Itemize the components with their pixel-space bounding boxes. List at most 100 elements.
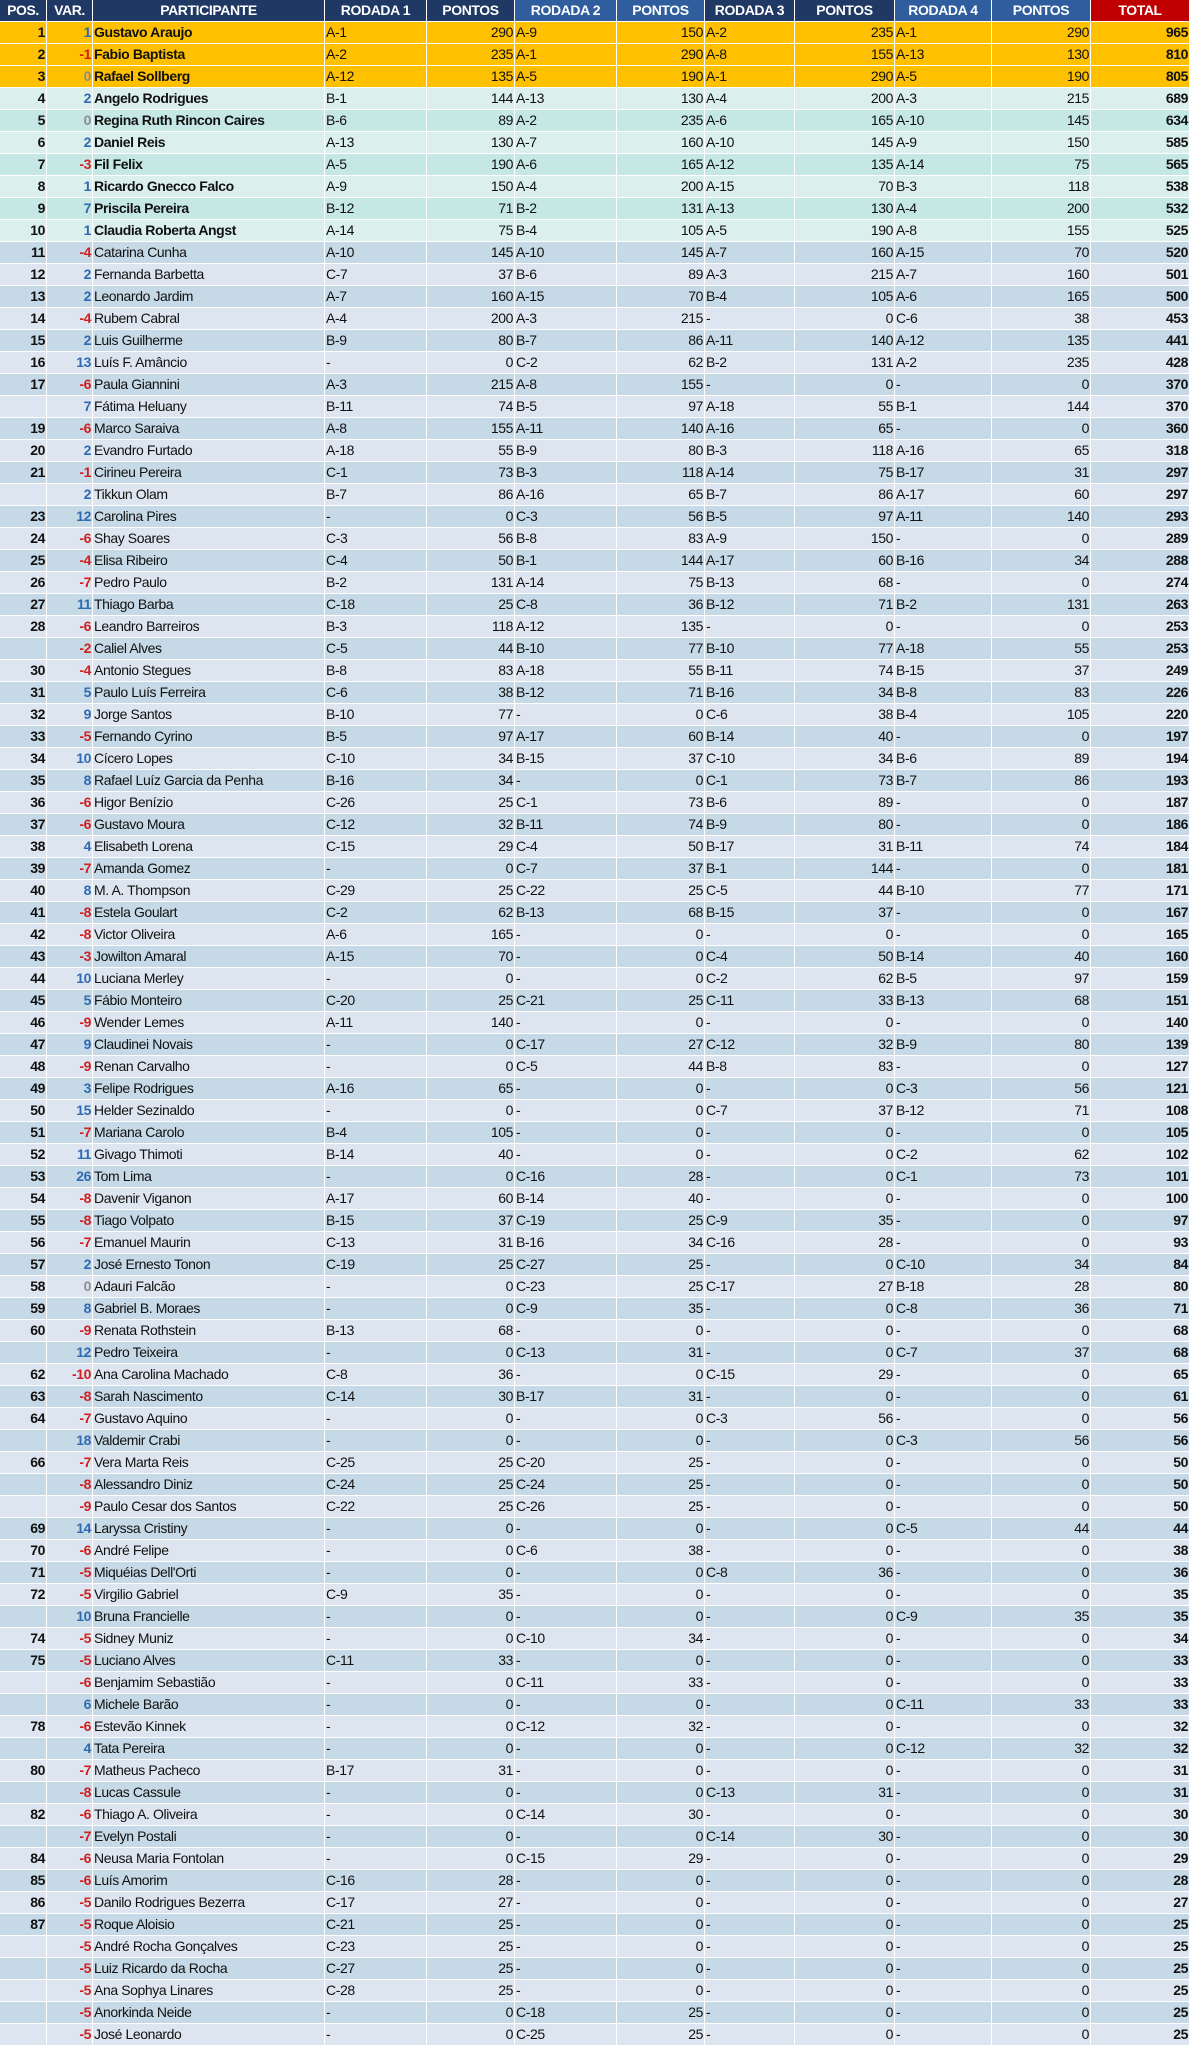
cell-var: 4 [47,836,93,858]
cell-points-4: 40 [992,946,1091,968]
cell-var: 0 [47,110,93,132]
cell-pos [0,1826,47,1848]
cell-round-3: - [705,1892,795,1914]
cell-round-1: A-5 [325,154,427,176]
cell-var: -7 [47,1760,93,1782]
cell-points-3: 0 [795,1892,895,1914]
cell-round-3: A-7 [705,242,795,264]
cell-round-2: C-13 [515,1342,617,1364]
cell-points-4: 83 [992,682,1091,704]
cell-points-4: 0 [992,1980,1091,2002]
cell-points-3: 65 [795,418,895,440]
cell-round-2: - [515,1958,617,1980]
cell-points-4: 0 [992,1188,1091,1210]
cell-points-1: 34 [427,770,515,792]
cell-points-1: 60 [427,1188,515,1210]
cell-points-2: 38 [617,1540,705,1562]
cell-points-2: 80 [617,440,705,462]
cell-round-4: - [895,858,992,880]
cell-round-1: A-16 [325,1078,427,1100]
cell-round-3: - [705,1760,795,1782]
cell-total: 428 [1091,352,1190,374]
header-round-2: RODADA 2 [515,0,617,22]
cell-round-4: A-2 [895,352,992,374]
cell-points-1: 70 [427,946,515,968]
cell-points-2: 36 [617,594,705,616]
cell-points-1: 0 [427,1628,515,1650]
cell-round-1: A-15 [325,946,427,968]
cell-points-4: 0 [992,1826,1091,1848]
cell-round-4: - [895,792,992,814]
cell-total: 100 [1091,1188,1190,1210]
cell-points-1: 83 [427,660,515,682]
cell-var: 6 [47,1694,93,1716]
cell-round-4: C-1 [895,1166,992,1188]
cell-participant: Thiago Barba [93,594,325,616]
cell-total: 289 [1091,528,1190,550]
cell-total: 29 [1091,1848,1190,1870]
cell-points-4: 0 [992,1716,1091,1738]
cell-participant: Amanda Gomez [93,858,325,880]
cell-points-1: 140 [427,1012,515,1034]
cell-points-3: 0 [795,1144,895,1166]
cell-total: 50 [1091,1496,1190,1518]
cell-points-4: 37 [992,1342,1091,1364]
cell-points-1: 155 [427,418,515,440]
cell-points-2: 65 [617,484,705,506]
cell-points-3: 0 [795,1166,895,1188]
cell-round-1: A-4 [325,308,427,330]
cell-points-3: 215 [795,264,895,286]
cell-round-3: - [705,1738,795,1760]
cell-points-3: 37 [795,1100,895,1122]
cell-round-3: - [705,1936,795,1958]
cell-points-2: 27 [617,1034,705,1056]
cell-round-3: C-15 [705,1364,795,1386]
cell-var: -3 [47,154,93,176]
cell-points-2: 0 [617,1958,705,1980]
cell-points-4: 37 [992,660,1091,682]
cell-participant: Carolina Pires [93,506,325,528]
cell-points-4: 0 [992,1804,1091,1826]
cell-var: 0 [47,66,93,88]
cell-points-2: 190 [617,66,705,88]
cell-participant: Givago Thimoti [93,1144,325,1166]
cell-pos: 32 [0,704,47,726]
cell-total: 28 [1091,1870,1190,1892]
cell-points-4: 0 [992,792,1091,814]
cell-points-3: 144 [795,858,895,880]
cell-round-4: A-12 [895,330,992,352]
cell-total: 56 [1091,1430,1190,1452]
cell-points-1: 0 [427,1166,515,1188]
cell-points-1: 0 [427,1826,515,1848]
cell-participant: Estevão Kinnek [93,1716,325,1738]
cell-points-2: 0 [617,1760,705,1782]
cell-points-1: 0 [427,1804,515,1826]
cell-points-1: 25 [427,1254,515,1276]
cell-pos: 19 [0,418,47,440]
cell-total: 25 [1091,2002,1190,2024]
cell-var: -7 [47,1122,93,1144]
cell-points-3: 145 [795,132,895,154]
cell-round-4: A-6 [895,286,992,308]
cell-round-1: A-13 [325,132,427,154]
cell-round-1: - [325,1826,427,1848]
cell-round-1: - [325,1606,427,1628]
cell-points-4: 0 [992,1892,1091,1914]
cell-round-2: - [515,1892,617,1914]
cell-points-3: 68 [795,572,895,594]
cell-round-2: - [515,968,617,990]
cell-participant: Fernanda Barbetta [93,264,325,286]
cell-round-2: C-11 [515,1672,617,1694]
cell-round-4: A-1 [895,22,992,44]
cell-round-3: B-8 [705,1056,795,1078]
cell-total: 93 [1091,1232,1190,1254]
cell-pos: 34 [0,748,47,770]
cell-total: 139 [1091,1034,1190,1056]
cell-points-2: 25 [617,2024,705,2046]
cell-round-2: - [515,1914,617,1936]
cell-points-4: 0 [992,1914,1091,1936]
cell-round-4: C-7 [895,1342,992,1364]
cell-total: 565 [1091,154,1190,176]
header-var: VAR. [47,0,93,22]
cell-round-2: A-6 [515,154,617,176]
